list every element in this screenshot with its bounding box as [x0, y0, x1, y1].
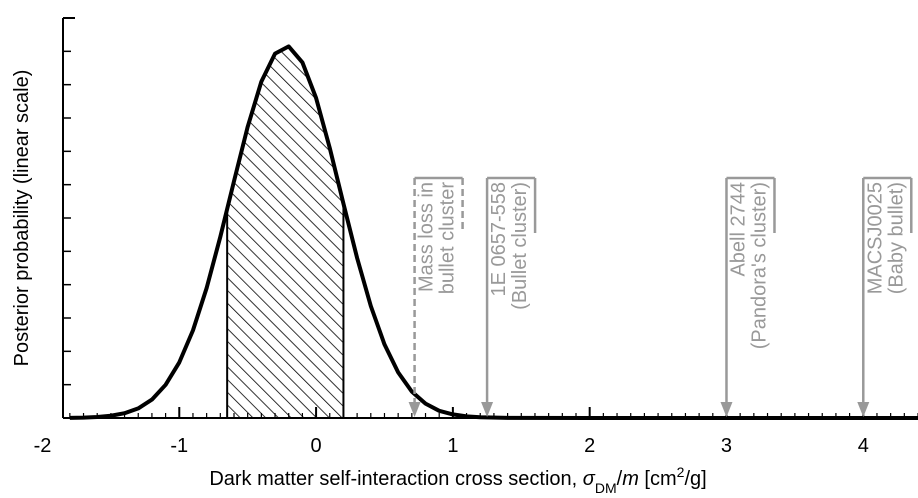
arrow-head — [857, 402, 870, 417]
credible-interval — [227, 46, 344, 418]
x-tick-label: 0 — [311, 435, 322, 457]
arrow-head — [481, 402, 494, 417]
annotation: 1E 0657-558 (Bullet cluster) — [481, 176, 537, 417]
annotation-text: Abell 2744 — [727, 182, 749, 277]
x-axis-label: Dark matter self-interaction cross secti… — [209, 464, 706, 496]
x-tick-label: 3 — [721, 435, 732, 457]
annotation-text: MACSJ0025 — [864, 182, 886, 294]
annotation-text: bullet cluster — [437, 182, 459, 295]
arrow-head — [408, 402, 421, 417]
x-axis-label-part: σ — [583, 468, 596, 490]
x-axis-label-part: / — [617, 468, 623, 490]
x-tick-label: 1 — [447, 435, 458, 457]
x-tick-label: -2 — [34, 435, 52, 457]
x-axis-label-part: /g] — [684, 468, 706, 490]
x-tick-label: 4 — [858, 435, 869, 457]
x-tick-label: -1 — [170, 435, 188, 457]
posterior-curve — [69, 44, 918, 420]
x-axis-label-part: 2 — [677, 464, 685, 480]
annotation-text: (Pandora's cluster) — [748, 182, 770, 349]
x-tick-label: 2 — [584, 435, 595, 457]
annotation-text: 1E 0657-558 — [488, 182, 510, 297]
annotation: Mass loss in bullet cluster — [408, 176, 464, 417]
y-axis-label: Posterior probability (linear scale) — [11, 70, 33, 367]
annotation-text: (Bullet cluster) — [509, 182, 531, 310]
x-axis-label-part: [cm — [639, 468, 677, 490]
annotation: Abell 2744 (Pandora's cluster) — [720, 176, 776, 417]
annotation: MACSJ0025 (Baby bullet) — [857, 176, 913, 417]
x-axis-label-part: Dark matter self-interaction cross secti… — [209, 468, 582, 490]
annotation-text: Mass loss in — [416, 182, 438, 292]
annotation-text: (Baby bullet) — [885, 182, 907, 294]
x-axis-label-part: m — [622, 468, 639, 490]
x-axis-label-part: DM — [595, 480, 617, 496]
arrow-head — [720, 402, 733, 417]
